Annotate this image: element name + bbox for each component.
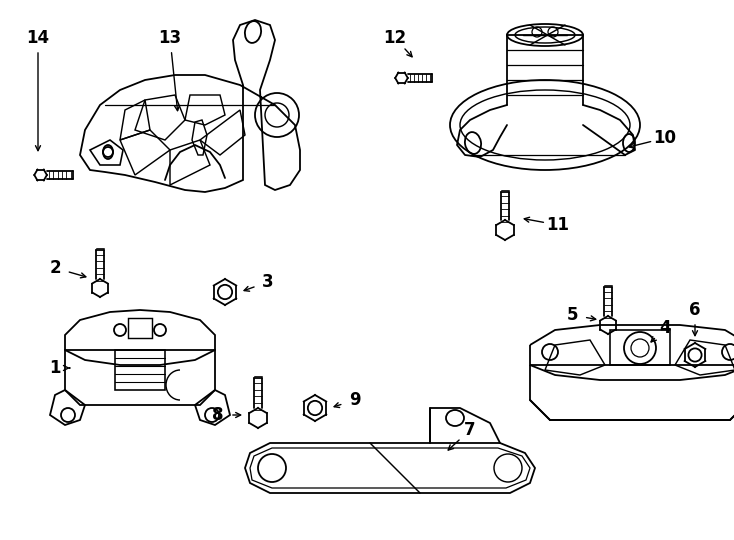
Text: 1: 1: [49, 359, 61, 377]
Text: 10: 10: [653, 129, 677, 147]
Text: 4: 4: [659, 319, 671, 337]
Text: 14: 14: [26, 29, 50, 47]
Text: 9: 9: [349, 391, 361, 409]
Text: 13: 13: [159, 29, 181, 47]
Text: 12: 12: [383, 29, 407, 47]
Text: 11: 11: [547, 216, 570, 234]
Text: 3: 3: [262, 273, 274, 291]
Text: 8: 8: [212, 406, 224, 424]
Text: 7: 7: [464, 421, 476, 439]
Text: 2: 2: [49, 259, 61, 277]
Text: 6: 6: [689, 301, 701, 319]
Text: 5: 5: [566, 306, 578, 324]
